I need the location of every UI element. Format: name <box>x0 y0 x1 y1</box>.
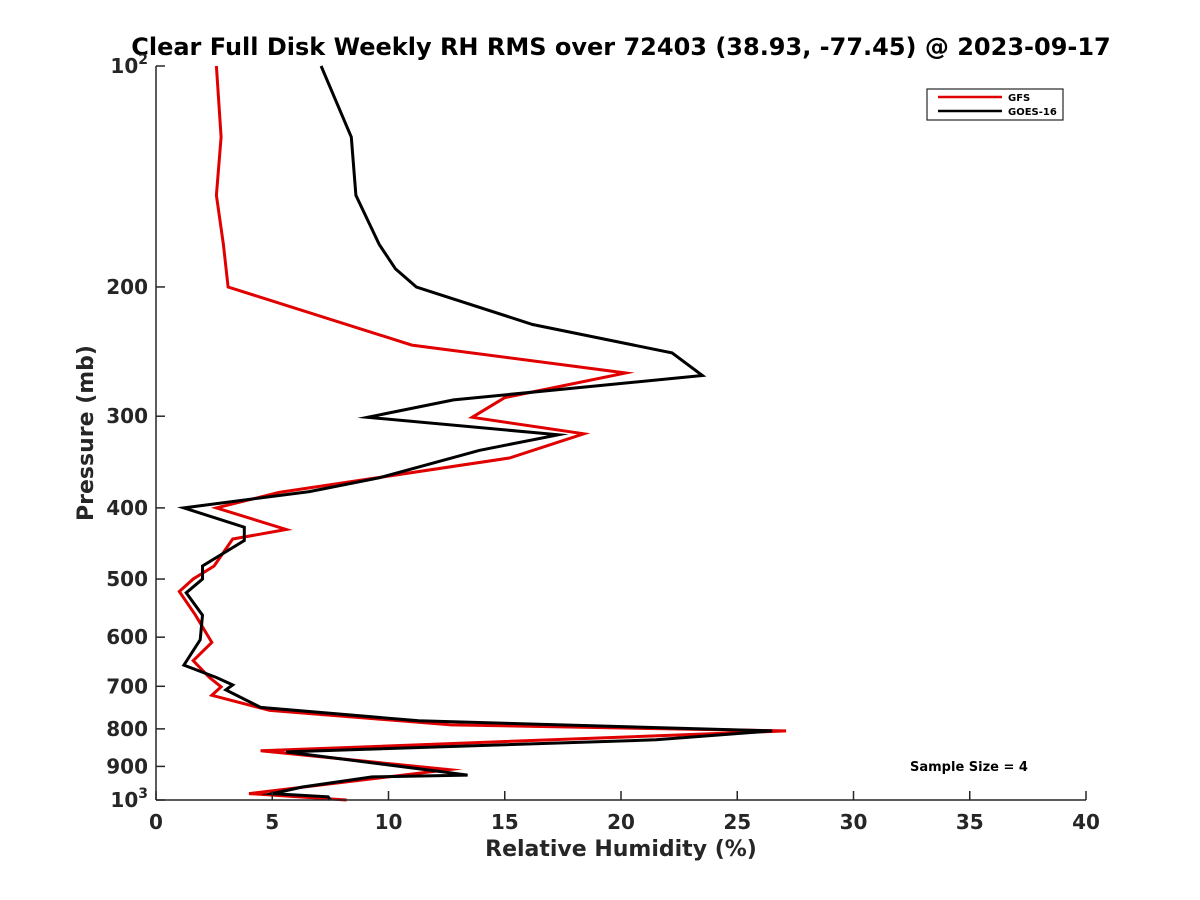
legend: GFS GOES-16 <box>926 88 1064 121</box>
series-line-goes16 <box>177 65 773 801</box>
x-tick-label: 0 <box>149 810 163 834</box>
y-tick-label: 200 <box>106 275 148 299</box>
y-tick-label: 500 <box>106 567 148 591</box>
y-ticks: 102 200 300 400 500 600 700 800 900 103 <box>106 52 165 812</box>
chart-title: Clear Full Disk Weekly RH RMS over 72403… <box>131 33 1111 61</box>
y-tick-label: 300 <box>106 404 148 428</box>
legend-box <box>926 88 1064 121</box>
y-tick-label: 102 <box>110 52 148 78</box>
x-tick-label: 30 <box>840 810 868 834</box>
x-tick-label: 35 <box>956 810 984 834</box>
x-ticks: 0 5 10 15 20 25 30 35 40 <box>149 791 1100 834</box>
y-tick-label: 800 <box>106 717 148 741</box>
y-axis-label: Pressure (mb) <box>74 345 99 521</box>
x-tick-label: 5 <box>265 810 279 834</box>
plot-area <box>156 66 1086 800</box>
y-tick-label: 700 <box>106 674 148 698</box>
legend-label-gfs: GFS <box>1008 93 1030 104</box>
y-tick-label: 103 <box>110 786 148 812</box>
series-layer <box>177 65 787 802</box>
x-tick-label: 15 <box>491 810 519 834</box>
x-axis-label: Relative Humidity (%) <box>485 837 757 862</box>
x-tick-label: 25 <box>723 810 751 834</box>
x-tick-label: 20 <box>607 810 635 834</box>
y-tick-label: 600 <box>106 625 148 649</box>
legend-label-goes16: GOES-16 <box>1008 107 1057 118</box>
x-tick-label: 40 <box>1072 810 1100 834</box>
sample-size-annotation: Sample Size = 4 <box>910 760 1028 775</box>
y-tick-label: 400 <box>106 496 148 520</box>
y-tick-label: 900 <box>106 754 148 778</box>
series-line-gfs <box>177 65 787 802</box>
x-tick-label: 10 <box>375 810 403 834</box>
